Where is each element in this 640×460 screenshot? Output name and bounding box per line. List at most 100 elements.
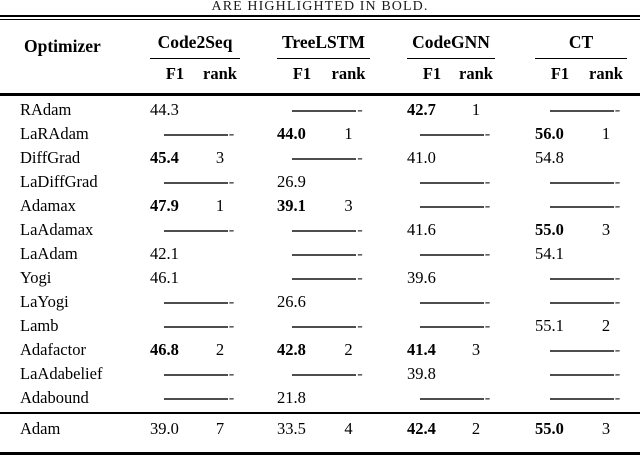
rank-column-header: rank	[589, 64, 623, 83]
table-row: LaAdamax - - 41.6 55.0 3	[0, 218, 640, 242]
dash-line	[549, 109, 614, 112]
rank-value	[457, 146, 495, 170]
top-rule-thick	[0, 14, 640, 18]
f1-value: 41.6	[407, 220, 436, 239]
column-spacer	[495, 290, 535, 314]
rank-value: 3	[601, 419, 611, 438]
column-spacer	[240, 290, 277, 314]
rank-value: 2	[344, 340, 353, 359]
column-spacer	[627, 290, 640, 314]
column-spacer	[495, 194, 535, 218]
rank-value	[457, 362, 495, 386]
column-spacer	[240, 218, 277, 242]
column-spacer	[240, 170, 277, 194]
empty-cell-dash: -	[535, 170, 627, 194]
f1-value: 42.8	[277, 340, 306, 359]
column-spacer	[240, 386, 277, 410]
table-row: LaAdam 42.1 - - 54.1	[0, 242, 640, 266]
column-spacer	[240, 122, 277, 146]
rank-value: 2	[471, 419, 481, 438]
empty-cell-dash: -	[277, 266, 370, 290]
f1-value: 46.1	[150, 268, 179, 287]
dash-line	[419, 253, 484, 256]
column-spacer	[627, 194, 640, 218]
empty-cell-dash: -	[407, 242, 495, 266]
f1-value: 42.4	[407, 419, 436, 438]
empty-cell-dash: -	[535, 290, 627, 314]
column-spacer	[370, 122, 407, 146]
column-spacer	[627, 410, 640, 448]
f1-value: 42.7	[407, 100, 436, 119]
f1-value: 54.1	[535, 244, 564, 263]
optimizer-name: LaAdamax	[20, 220, 94, 239]
column-spacer	[495, 410, 535, 448]
rank-value	[327, 170, 370, 194]
column-spacer	[627, 314, 640, 338]
table-row: LaYogi - 26.6 - -	[0, 290, 640, 314]
column-spacer	[370, 21, 407, 98]
rank-value	[585, 242, 627, 266]
rank-value	[200, 242, 240, 266]
table-row: Adafactor 46.8 2 42.8 2 41.4 3 -	[0, 338, 640, 362]
dash-line	[419, 133, 484, 136]
optimizer-name: LaAdam	[20, 244, 78, 263]
column-spacer	[495, 314, 535, 338]
optimizer-name: Adamax	[20, 196, 76, 215]
f1-value: 55.0	[535, 220, 564, 239]
bottom-rule	[0, 452, 640, 456]
column-spacer	[495, 242, 535, 266]
f1-value: 39.6	[407, 268, 436, 287]
dash-line	[292, 253, 357, 256]
column-spacer	[370, 362, 407, 386]
rank-value: 2	[601, 316, 611, 335]
f1-value: 42.1	[150, 244, 179, 263]
table-row: Adamax 47.9 1 39.1 3 - -	[0, 194, 640, 218]
column-spacer	[370, 194, 407, 218]
column-spacer	[495, 98, 535, 122]
header-rule	[0, 93, 640, 96]
column-spacer	[495, 146, 535, 170]
column-spacer	[627, 98, 640, 122]
rank-value	[200, 98, 240, 122]
empty-cell-dash: -	[277, 218, 370, 242]
group-header-code2seq: Code2Seq	[150, 21, 240, 59]
empty-cell-dash: -	[407, 194, 495, 218]
empty-cell-dash: -	[407, 122, 495, 146]
dash-line	[549, 397, 614, 400]
f1-value: 39.1	[277, 196, 306, 215]
dash-line	[163, 181, 228, 184]
column-spacer	[370, 410, 407, 448]
dash-line	[419, 325, 484, 328]
optimizer-name: LaRAdam	[20, 124, 89, 143]
empty-cell-dash: -	[150, 314, 240, 338]
dash-line	[549, 205, 614, 208]
f1-value: 26.6	[277, 292, 306, 311]
rank-column-header: rank	[331, 64, 366, 83]
optimizer-name: Adabound	[20, 388, 89, 407]
f1-value: 46.8	[150, 340, 179, 359]
column-spacer	[627, 242, 640, 266]
rank-value: 2	[215, 340, 225, 359]
column-spacer	[240, 338, 277, 362]
dash-line	[419, 301, 484, 304]
empty-cell-dash: -	[277, 242, 370, 266]
empty-cell-dash: -	[407, 314, 495, 338]
empty-cell-dash: -	[277, 146, 370, 170]
optimizer-column-header: Optimizer	[24, 36, 101, 56]
column-spacer	[627, 170, 640, 194]
column-spacer	[370, 290, 407, 314]
column-spacer	[627, 146, 640, 170]
f1-column-header: F1	[165, 64, 185, 83]
column-spacer	[370, 218, 407, 242]
rank-value: 4	[344, 419, 353, 438]
column-spacer	[240, 362, 277, 386]
empty-cell-dash: -	[535, 98, 627, 122]
table-body: RAdam 44.3 - 42.7 1 - LaRAdam - 44.0 1 - 56.0 1 DiffG…	[0, 98, 640, 410]
column-spacer	[495, 218, 535, 242]
dash-line	[163, 301, 228, 304]
f1-value: 55.0	[535, 419, 564, 438]
baseline-separator-rule	[0, 411, 640, 415]
group-header-treelstm: TreeLSTM	[277, 21, 370, 59]
f1-value: 41.4	[407, 340, 436, 359]
